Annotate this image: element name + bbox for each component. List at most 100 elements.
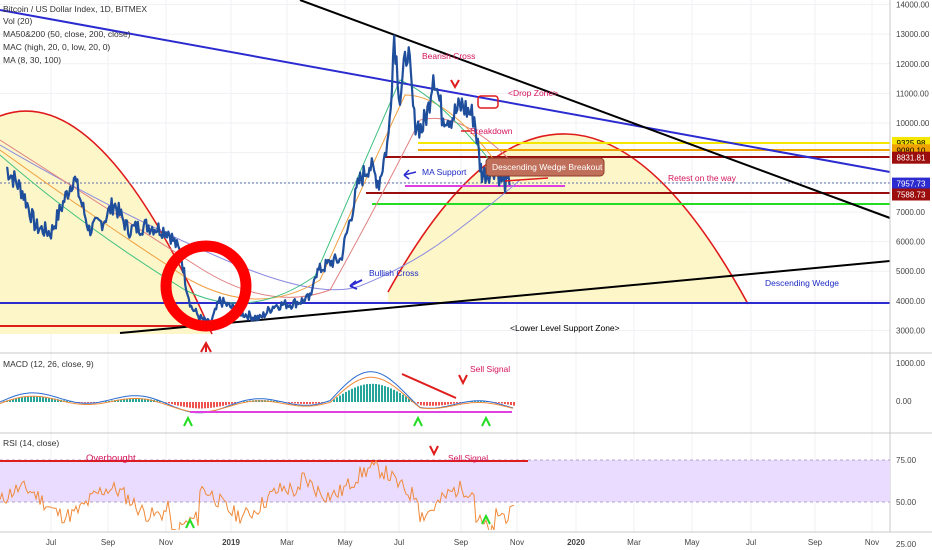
macd-bar (321, 402, 323, 403)
macd-bar (357, 386, 359, 402)
macd-bar (294, 402, 296, 404)
macd-bar (39, 396, 41, 402)
macd-bar (303, 402, 305, 404)
macd-bar (513, 402, 515, 406)
macd-bar (171, 402, 173, 405)
drop-zone-box (477, 95, 499, 109)
macd-bar (498, 402, 500, 403)
macd-bar (30, 396, 32, 402)
time-tick-label: Mar (280, 538, 294, 547)
time-tick-label: Jul (394, 538, 404, 547)
macd-bar (120, 399, 122, 402)
macd-bar (183, 402, 185, 407)
time-tick-label: May (337, 538, 352, 547)
macd-bar (306, 402, 308, 404)
macd-bar (219, 402, 221, 407)
ma-100 (0, 117, 511, 298)
sell-arrow-icon (458, 374, 468, 386)
macd-bar (381, 385, 383, 402)
macd-bar (447, 402, 449, 405)
macd-bar (9, 399, 11, 402)
macd-bar (366, 384, 368, 402)
time-tick-label: Sep (454, 538, 469, 547)
macd-bar (483, 401, 485, 402)
buy-arrow-icon (413, 415, 423, 427)
time-tick-label: Mar (627, 538, 641, 547)
macd-bar (18, 397, 20, 402)
annotation-bearish-cross: Bearish Cross (422, 51, 475, 61)
macd-panel (0, 371, 515, 427)
time-axis[interactable]: Jul Sep Nov 2019 Mar May Jul Sep Nov 2020 Mar May Ju… (46, 538, 879, 547)
price-tick-label: 6000.00 (896, 238, 925, 247)
macd-bar (15, 398, 17, 402)
macd-bar (42, 397, 44, 402)
macd-bar (348, 390, 350, 402)
macd-bar (156, 400, 158, 402)
macd-bar (45, 397, 47, 402)
price-tick-label: 7000.00 (896, 208, 925, 217)
price-tick-label: 12000.00 (896, 60, 930, 69)
macd-bar (423, 402, 425, 406)
annotation-bullish-cross: Bullish Cross (369, 268, 419, 278)
macd-bar (48, 397, 50, 402)
macd-bar (444, 402, 446, 405)
macd-bar (291, 402, 293, 403)
annotation-retest: Retest on the way (668, 173, 737, 183)
macd-title: MACD (12, 26, close, 9) (3, 359, 94, 369)
macd-bar (339, 395, 341, 402)
level-tag-label: 7588.73 (897, 191, 926, 200)
macd-bar (360, 385, 362, 402)
macd-bar (210, 402, 212, 408)
macd-bar (126, 398, 128, 402)
macd-bar (510, 402, 512, 405)
macd-bar (192, 402, 194, 409)
macd-bar (297, 402, 299, 404)
macd-bar (54, 398, 56, 402)
price-tick-label: 3000.00 (896, 327, 925, 336)
macd-bar (345, 391, 347, 402)
descending-wedge-upper (299, 0, 890, 219)
annotation-descending-wedge: Descending Wedge (765, 278, 839, 288)
buy-arrow-icon (183, 415, 193, 427)
chart-title: Bitcoin / US Dollar Index, 1D, BITMEX (3, 4, 147, 14)
macd-bar (105, 401, 107, 402)
macd-signal-line (0, 376, 514, 413)
macd-bar (207, 402, 209, 409)
macd-bar (177, 402, 179, 406)
macd-bar (456, 402, 458, 404)
macd-bar (231, 402, 233, 404)
rsi-line (0, 459, 515, 530)
macd-bar (471, 401, 473, 402)
level-tag-label: 8831.81 (897, 154, 926, 163)
macd-bar (369, 383, 371, 402)
macd-bar (84, 402, 86, 403)
rsi-tick-label: 50.00 (896, 498, 917, 507)
macd-bar (408, 398, 410, 402)
time-tick-label: Nov (510, 538, 524, 547)
macd-bar (390, 388, 392, 402)
macd-bar (387, 387, 389, 402)
text-layer: Bitcoin / US Dollar Index, 1D, BITMEX Vo… (3, 4, 839, 333)
price-tick-label: 11000.00 (896, 89, 929, 98)
annotation-lower-support: <Lower Level Support Zone> (510, 323, 620, 333)
macd-bar (159, 401, 161, 402)
macd-bar (399, 393, 401, 402)
macd-bar (36, 396, 38, 402)
level-tag (892, 188, 930, 201)
macd-bar (336, 397, 338, 402)
macd-bar (201, 402, 203, 409)
price-tick-label: 10000.00 (896, 119, 930, 128)
macd-bar (165, 402, 167, 403)
macd-bar (144, 398, 146, 402)
bullish-cross-arrow-icon (349, 279, 363, 290)
macd-bar (432, 402, 434, 406)
indicator-label: MAC (high, 20, 0, low, 20, 0) (3, 42, 110, 52)
level-tag-label: 7957.73 (897, 180, 926, 189)
price-tick-label: 14000.00 (896, 1, 930, 10)
macd-bar (480, 401, 482, 402)
time-tick-label: Jul (46, 538, 56, 547)
price-tick-label: 4000.00 (896, 297, 925, 306)
macd-bar (273, 400, 275, 402)
